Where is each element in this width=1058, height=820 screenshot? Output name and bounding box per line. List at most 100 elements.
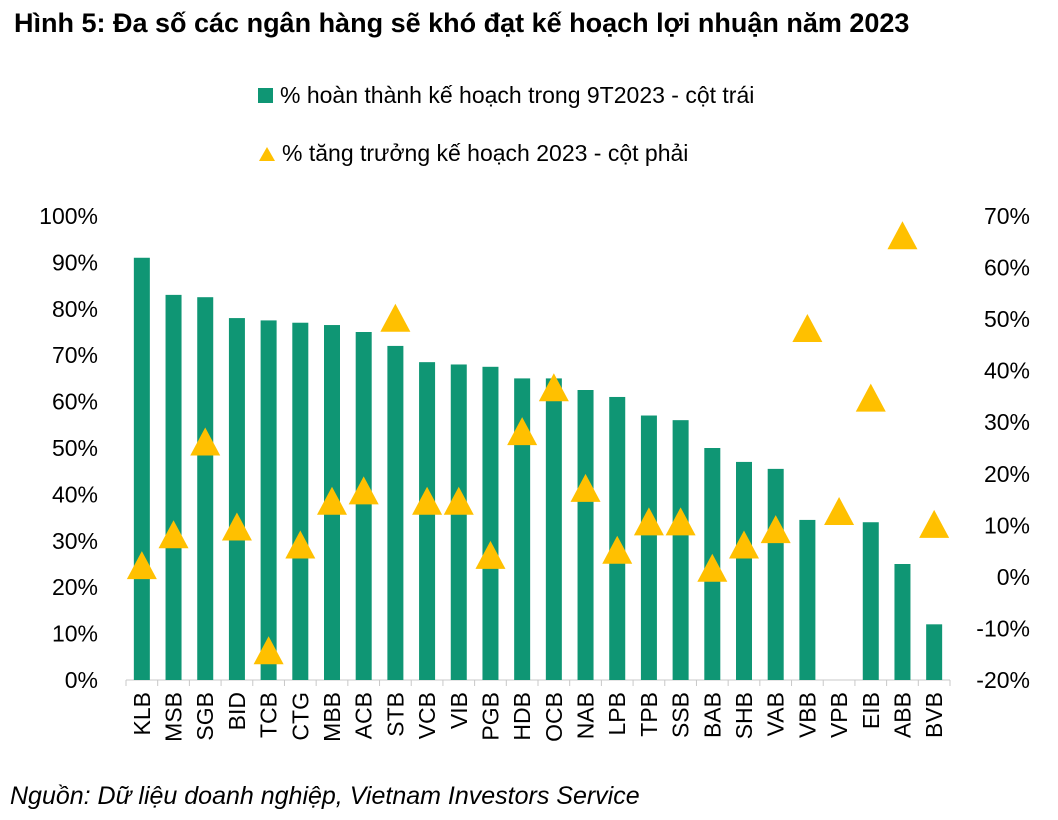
chart-title: Hình 5: Đa số các ngân hàng sẽ khó đạt k… <box>14 8 910 38</box>
y-left-tick-label: 40% <box>52 481 98 507</box>
bar-shb <box>736 461 752 680</box>
growth-marker-bid <box>221 512 252 541</box>
y-left-tick-label: 80% <box>52 296 98 322</box>
x-tick-label-ssb: SSB <box>668 692 694 738</box>
x-tick-label-msb: MSB <box>161 692 187 742</box>
y-left-tick-label: 60% <box>52 389 98 415</box>
x-tick-label-ocb: OCB <box>541 692 567 742</box>
x-tick-label-tcb: TCB <box>256 692 282 738</box>
x-tick-label-bvb: BVB <box>921 692 947 738</box>
y-left-tick-label: 0% <box>65 667 98 693</box>
x-tick-label-ctg: CTG <box>287 692 313 741</box>
y-right-tick-label: -10% <box>976 615 1030 641</box>
x-tick-label-sgb: SGB <box>192 692 218 741</box>
growth-marker-nab <box>570 473 601 502</box>
x-tick-label-bab: BAB <box>699 692 725 738</box>
source-note: Nguồn: Dữ liệu doanh nghiệp, Vietnam Inv… <box>10 782 640 810</box>
y-right-tick-label: 50% <box>984 306 1030 332</box>
x-tick-label-vbb: VBB <box>794 692 820 738</box>
y-left-tick-label: 90% <box>52 249 98 275</box>
x-tick-label-tpb: TPB <box>636 692 662 737</box>
legend-item-completion: % hoàn thành kế hoạch trong 9T2023 - cột… <box>258 82 754 109</box>
growth-marker-vpb <box>824 497 855 526</box>
bar-eib <box>862 522 879 680</box>
legend-item-growth: % tăng trưởng kế hoạch 2023 - cột phải <box>258 140 688 167</box>
y-right-tick-label: 20% <box>984 461 1030 487</box>
bar-pgb <box>482 366 499 680</box>
growth-marker-vcb <box>412 486 443 515</box>
bar-tpb <box>640 415 657 680</box>
y-right-tick-label: 0% <box>997 564 1030 590</box>
growth-marker-vib <box>443 486 474 515</box>
growth-marker-vbb <box>792 314 823 343</box>
bar-vib <box>450 364 467 680</box>
y-right-tick-label: 70% <box>984 203 1030 229</box>
bar-nab <box>577 390 594 680</box>
bar-klb <box>133 257 150 680</box>
y-left-tick-label: 50% <box>52 435 98 461</box>
growth-marker-lpb <box>602 535 633 564</box>
x-tick-label-shb: SHB <box>731 692 757 739</box>
bar-vab <box>767 468 784 680</box>
bar-bid <box>228 318 245 680</box>
bar-ocb <box>545 378 562 680</box>
bar-vcb <box>419 362 436 680</box>
y-right-tick-label: 30% <box>984 409 1030 435</box>
bar-bvb <box>926 624 943 680</box>
x-tick-label-mbb: MBB <box>319 692 345 742</box>
y-left-tick-label: 30% <box>52 528 98 554</box>
growth-marker-klb <box>126 551 157 580</box>
bar-acb <box>355 332 372 680</box>
y-left-tick-label: 70% <box>52 342 98 368</box>
x-tick-label-klb: KLB <box>129 692 155 735</box>
y-right-tick-label: -20% <box>976 667 1030 693</box>
growth-marker-mbb <box>317 486 347 515</box>
growth-marker-eib <box>855 383 886 412</box>
growth-marker-bvb <box>919 509 950 538</box>
growth-marker-ocb <box>538 373 569 402</box>
x-tick-label-nab: NAB <box>573 692 599 739</box>
growth-marker-ssb <box>665 507 696 536</box>
bar-ssb <box>672 420 689 680</box>
x-tick-label-bid: BID <box>224 692 250 730</box>
growth-marker-acb <box>348 476 379 505</box>
x-tick-label-pgb: PGB <box>477 692 503 741</box>
x-tick-label-vcb: VCB <box>414 692 440 739</box>
growth-marker-tcb <box>253 636 284 665</box>
growth-marker-sgb <box>190 427 221 456</box>
x-tick-label-vib: VIB <box>446 692 472 729</box>
bar-tcb <box>260 320 277 680</box>
bar-stb <box>387 345 404 680</box>
y-right-tick-label: 40% <box>984 358 1030 384</box>
growth-marker-tpb <box>633 507 664 536</box>
x-tick-label-stb: STB <box>382 692 408 737</box>
bar-ctg <box>292 322 309 680</box>
bar-msb <box>165 294 182 680</box>
y-left-tick-label: 20% <box>52 574 98 600</box>
y-left-tick-label: 10% <box>52 621 98 647</box>
growth-marker-shb <box>729 530 759 559</box>
x-tick-label-vpb: VPB <box>826 692 852 738</box>
legend-triangle-swatch <box>259 146 275 161</box>
bar-sgb <box>197 297 214 680</box>
x-tick-label-abb: ABB <box>889 692 915 738</box>
bar-abb <box>894 564 911 680</box>
x-tick-label-eib: EIB <box>858 692 884 729</box>
growth-marker-pgb <box>475 540 506 569</box>
y-left-tick-label: 100% <box>39 203 98 229</box>
x-tick-label-acb: ACB <box>351 692 377 739</box>
growth-marker-stb <box>380 303 411 332</box>
growth-marker-bab <box>697 553 728 582</box>
legend-label-completion: % hoàn thành kế hoạch trong 9T2023 - cột… <box>280 82 755 108</box>
legend-label-growth: % tăng trưởng kế hoạch 2023 - cột phải <box>282 140 689 166</box>
bar-vbb <box>799 519 816 680</box>
y-right-tick-label: 60% <box>984 255 1030 281</box>
legend-bar-swatch <box>258 87 273 103</box>
y-right-tick-label: 10% <box>984 512 1030 538</box>
growth-marker-hdb <box>507 417 538 446</box>
growth-marker-abb <box>887 221 918 250</box>
x-tick-label-lpb: LPB <box>604 692 630 735</box>
x-tick-label-vab: VAB <box>763 692 789 736</box>
x-tick-label-hdb: HDB <box>509 692 535 741</box>
growth-marker-vab <box>760 515 791 544</box>
